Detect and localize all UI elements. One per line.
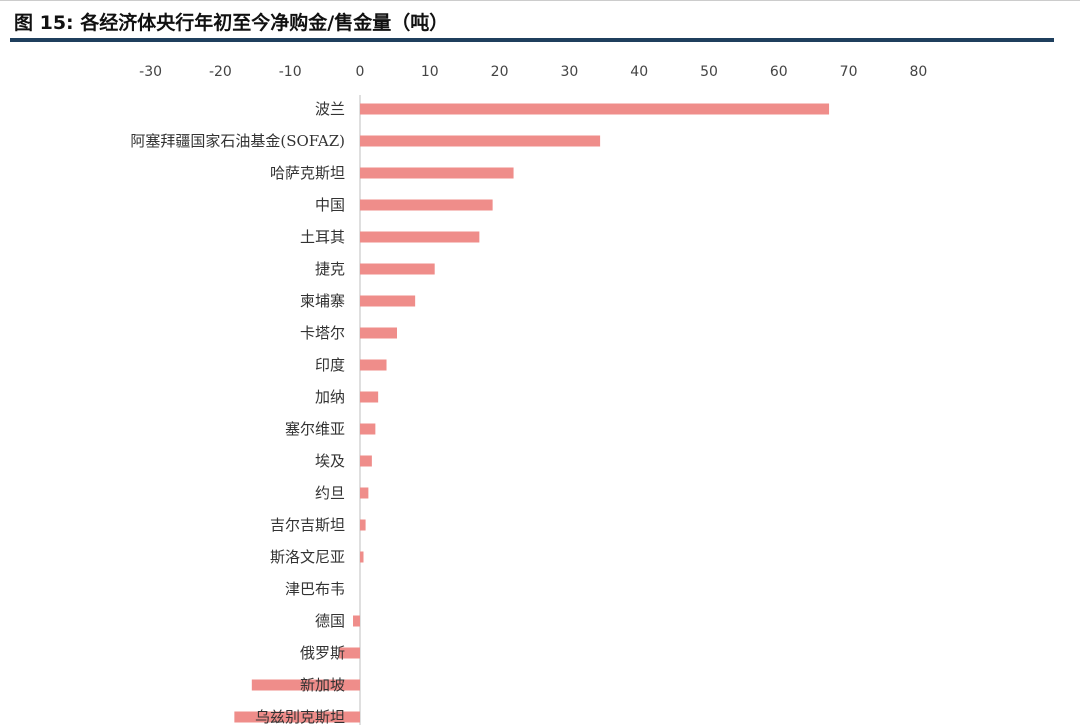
bar [360,391,379,403]
bar [360,167,514,179]
category-label: 哈萨克斯坦 [270,164,345,182]
category-label: 柬埔寨 [300,292,345,310]
bars [234,103,830,723]
bar [360,455,372,467]
category-label: 乌兹别克斯坦 [255,708,345,725]
x-tick-label: 50 [700,64,718,80]
category-label: 德国 [315,612,345,630]
top-border [0,0,1080,1]
x-tick-label: 80 [909,64,927,80]
category-label: 塞尔维亚 [285,420,345,438]
x-tick-label: -30 [139,64,162,80]
category-label: 吉尔吉斯坦 [270,516,345,534]
category-label: 津巴布韦 [285,580,345,598]
x-tick-label: 70 [840,64,858,80]
x-tick-label: -20 [209,64,232,80]
category-label: 埃及 [315,452,345,470]
category-label: 斯洛文尼亚 [270,548,345,566]
bar [360,103,830,115]
bar [339,647,360,659]
x-tick-label: 10 [421,64,439,80]
x-tick-label: 30 [560,64,578,80]
category-label: 阿塞拜疆国家石油基金(SOFAZ) [130,132,345,150]
category-label: 加纳 [315,388,345,406]
category-label: 波兰 [315,100,345,118]
x-axis-ticks: -30 -20 -10 0 10 20 30 40 50 60 70 80 [139,64,927,80]
bar [360,135,601,147]
bar [353,615,360,627]
bar [360,423,376,435]
bar [360,231,480,243]
page-title: 图 15: 各经济体央行年初至今净购金/售金量（吨） [14,12,449,34]
category-label: 土耳其 [300,228,345,246]
category-label: 新加坡 [300,676,345,694]
bar [360,487,369,499]
x-tick-label: 40 [630,64,648,80]
category-label: 卡塔尔 [300,324,345,342]
category-label: 捷克 [315,260,345,278]
x-tick-label: -10 [279,64,302,80]
bar [251,679,360,691]
category-label: 中国 [315,196,345,214]
bar [360,263,435,275]
bar [360,327,397,339]
x-tick-label: 0 [356,64,365,80]
category-label: 约旦 [315,484,345,502]
x-tick-label: 20 [491,64,509,80]
category-label: 印度 [315,356,345,374]
bar [360,551,364,563]
x-tick-label: 60 [770,64,788,80]
title-rule [10,38,1054,42]
bar [360,199,493,211]
bar [234,711,360,723]
bar [360,359,387,371]
bar [360,519,366,531]
bar [360,295,416,307]
category-label: 俄罗斯 [300,644,345,662]
